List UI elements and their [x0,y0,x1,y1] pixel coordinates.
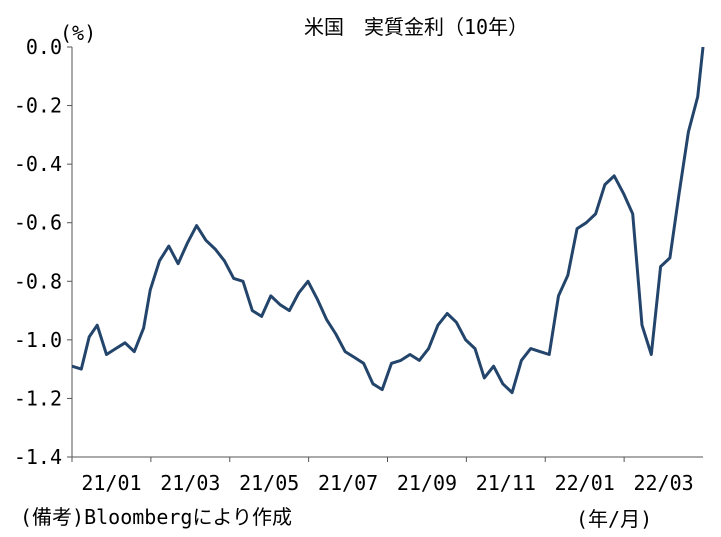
chart-title: 米国 実質金利（10年） [304,15,529,39]
x-tick-label: 21/05 [239,471,299,495]
x-axis-tick-marks [71,457,625,462]
x-tick-label: 21/01 [81,471,141,495]
x-tick-label: 21/03 [160,471,220,495]
y-tick-label: 0.0 [26,35,62,59]
y-axis-tick-labels: 0.0 -0.2 -0.4 -0.6 -0.8 -1.0 -1.2 -1.4 [14,35,62,469]
y-tick-label: -1.2 [14,386,62,410]
x-tick-label: 22/03 [633,471,693,495]
y-tick-label: -0.4 [14,152,62,176]
y-tick-label: -0.6 [14,211,62,235]
x-axis-tick-labels: 21/01 21/03 21/05 21/07 21/09 21/11 22/01 22/03 [81,471,693,495]
x-tick-label: 22/01 [555,471,615,495]
x-tick-label: 21/09 [397,471,457,495]
x-axis-unit-label: (年/月) [576,507,653,531]
source-note: (備考)Bloombergにより作成 [20,505,293,529]
y-tick-label: -1.0 [14,328,62,352]
real-rate-series-line [71,46,705,395]
y-tick-label: -0.8 [14,269,62,293]
y-axis-tick-marks [67,46,72,458]
y-tick-label: -0.2 [14,94,62,118]
x-tick-label: 21/11 [476,471,536,495]
y-unit-label: (%) [60,21,97,45]
x-tick-label: 21/07 [318,471,378,495]
y-tick-label: -1.4 [14,445,62,469]
